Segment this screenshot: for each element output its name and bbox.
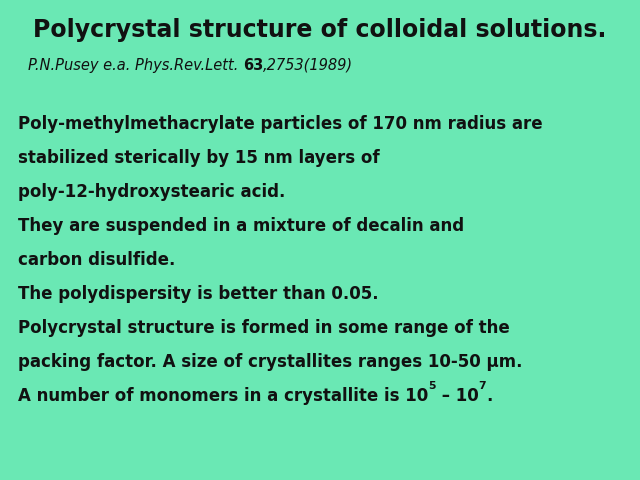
Text: carbon disulfide.: carbon disulfide. [18,251,175,269]
Text: .: . [486,387,493,405]
Text: Polycrystal structure of colloidal solutions.: Polycrystal structure of colloidal solut… [33,18,607,42]
Text: 5: 5 [428,381,436,391]
Text: They are suspended in a mixture of decalin and: They are suspended in a mixture of decal… [18,217,464,235]
Text: Polycrystal structure is formed in some range of the: Polycrystal structure is formed in some … [18,319,509,337]
Text: ,2753(1989): ,2753(1989) [263,58,353,73]
Text: 7: 7 [479,381,486,391]
Text: A number of monomers in a crystallite is 10: A number of monomers in a crystallite is… [18,387,428,405]
Text: P.N.Pusey e.a. Phys.Rev.Lett.: P.N.Pusey e.a. Phys.Rev.Lett. [28,58,243,73]
Text: The polydispersity is better than 0.05.: The polydispersity is better than 0.05. [18,285,379,303]
Text: 63: 63 [243,58,263,73]
Text: packing factor. A size of crystallites ranges 10-50 μm.: packing factor. A size of crystallites r… [18,353,522,371]
Text: Poly-methylmethacrylate particles of 170 nm radius are: Poly-methylmethacrylate particles of 170… [18,115,543,133]
Text: stabilized sterically by 15 nm layers of: stabilized sterically by 15 nm layers of [18,149,380,167]
Text: – 10: – 10 [436,387,479,405]
Text: poly-12-hydroxystearic acid.: poly-12-hydroxystearic acid. [18,183,285,201]
